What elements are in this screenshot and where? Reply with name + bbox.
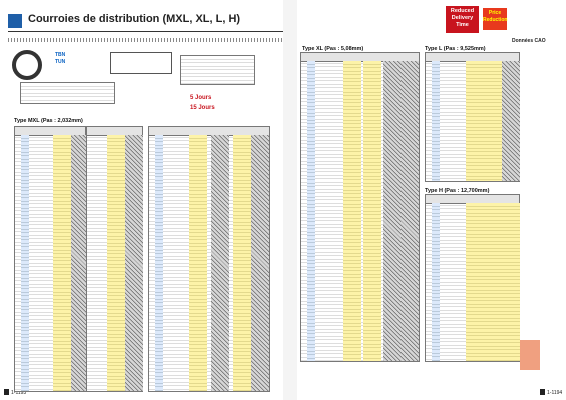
price-column — [484, 61, 502, 181]
belt-image — [12, 50, 42, 80]
page-title: Courroies de distribution (MXL, XL, L, H… — [28, 13, 241, 25]
unavailable-column — [211, 135, 229, 391]
price-column — [53, 135, 71, 391]
page-number: 1-1193 — [11, 390, 27, 396]
price-column — [466, 203, 484, 361]
diagram — [110, 52, 172, 74]
unavailable-column — [251, 135, 269, 391]
title-icon — [8, 14, 22, 28]
unavailable-column — [401, 61, 419, 361]
gutter — [283, 0, 297, 400]
cad-label: Données CAO — [512, 38, 546, 44]
data-table — [300, 52, 420, 362]
spec-table — [180, 55, 255, 85]
notes — [8, 38, 283, 42]
data-table — [86, 126, 143, 392]
delivery-badge: Reduced Delivery Time — [446, 6, 479, 33]
unavailable-column — [383, 61, 401, 361]
table-header — [149, 127, 269, 136]
section-title: Type MXL (Pas : 2,032mm) — [14, 118, 83, 124]
section-title: Type H (Pas : 12,700mm) — [425, 188, 490, 194]
price-column — [189, 135, 207, 391]
unavailable-column — [502, 61, 520, 181]
code-column — [432, 61, 440, 181]
code-column — [307, 61, 315, 361]
delivery-days: 5 Jours — [190, 95, 212, 101]
price-column — [466, 61, 484, 181]
code-column — [432, 203, 440, 361]
price-badge: Price Reduction — [483, 8, 507, 30]
data-table — [425, 194, 520, 362]
data-table — [148, 126, 270, 392]
price-column — [343, 61, 361, 361]
product-code: TUN — [55, 59, 66, 65]
table-header — [15, 127, 85, 136]
title-rule — [8, 31, 283, 32]
page-number: 1-1194 — [547, 390, 563, 396]
code-column — [155, 135, 163, 391]
price-column — [233, 135, 251, 391]
page-mark — [540, 389, 545, 395]
section-title: Type XL (Pas : 5,08mm) — [302, 46, 364, 52]
unavailable-column — [71, 135, 89, 391]
page-mark — [4, 389, 9, 395]
size-table — [20, 82, 115, 104]
price-column — [107, 135, 125, 391]
section-title: Type L (Pas : 9,525mm) — [425, 46, 486, 52]
price-column — [484, 203, 502, 361]
price-column — [363, 61, 381, 361]
delivery-days: 15 Jours — [190, 105, 215, 111]
unavailable-column — [125, 135, 143, 391]
code-column — [21, 135, 29, 391]
side-tab — [520, 340, 540, 370]
price-column — [502, 203, 520, 361]
product-code: TBN — [55, 52, 66, 58]
data-table — [425, 52, 520, 182]
data-table — [14, 126, 89, 392]
